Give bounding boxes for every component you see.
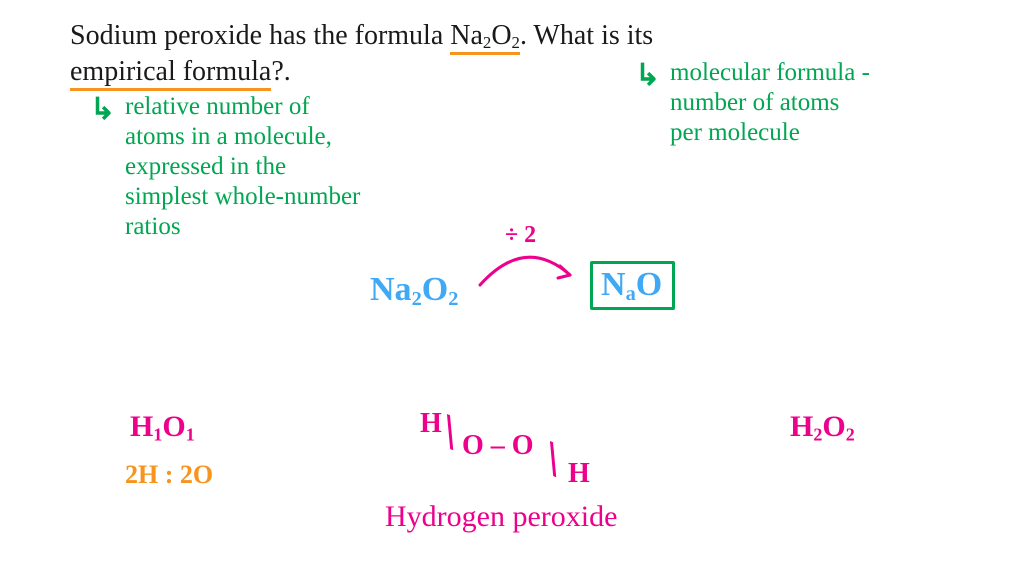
ho-formula: H1O1: [130, 410, 195, 445]
q1-a: Sodium peroxide has the formula: [70, 20, 450, 51]
ratio-label: 2H : 2O: [125, 460, 213, 490]
question-line-1: Sodium peroxide has the formula Na2O2. W…: [70, 20, 653, 53]
q1-b: Na2O2: [450, 20, 520, 51]
mn-l2: number of atoms: [670, 88, 990, 118]
molecular-note: molecular formula - number of atoms per …: [670, 58, 990, 148]
hook-arrow-empirical: ↳: [90, 92, 115, 127]
divide-label: ÷ 2: [505, 222, 536, 250]
answer-box: NaO: [590, 265, 675, 307]
en-l5: ratios: [125, 212, 445, 242]
center-na2o2: Na2O2: [370, 270, 458, 312]
en-l2: atoms in a molecule,: [125, 122, 445, 152]
hook-arrow-molecular: ↳: [635, 58, 660, 93]
q1-c: . What is its: [520, 20, 653, 51]
mn-l1: molecular formula -: [670, 58, 990, 88]
mn-l3: per molecule: [670, 118, 990, 148]
empirical-formula-underline: empirical formula: [70, 56, 271, 91]
structural-bond-right: ╲: [540, 443, 566, 477]
en-l1: relative number of: [125, 92, 445, 122]
q2-b: ?.: [271, 56, 290, 87]
en-l3: expressed in the: [125, 152, 445, 182]
molecular-formula-underline: Na2O2: [450, 20, 520, 55]
empirical-note: relative number of atoms in a molecule, …: [125, 92, 445, 242]
h2o2-formula: H2O2: [790, 410, 855, 445]
hydrogen-peroxide-label: Hydrogen peroxide: [385, 500, 617, 535]
whiteboard-canvas: Sodium peroxide has the formula Na2O2. W…: [0, 0, 1024, 576]
answer-nao: NaO: [590, 261, 675, 310]
structural-oo: O – O: [462, 430, 534, 462]
structural-h1: H: [420, 408, 442, 440]
structural-h2: H: [568, 458, 590, 490]
question-line-2: empirical formula?.: [70, 56, 291, 88]
en-l4: simplest whole-number: [125, 182, 445, 212]
